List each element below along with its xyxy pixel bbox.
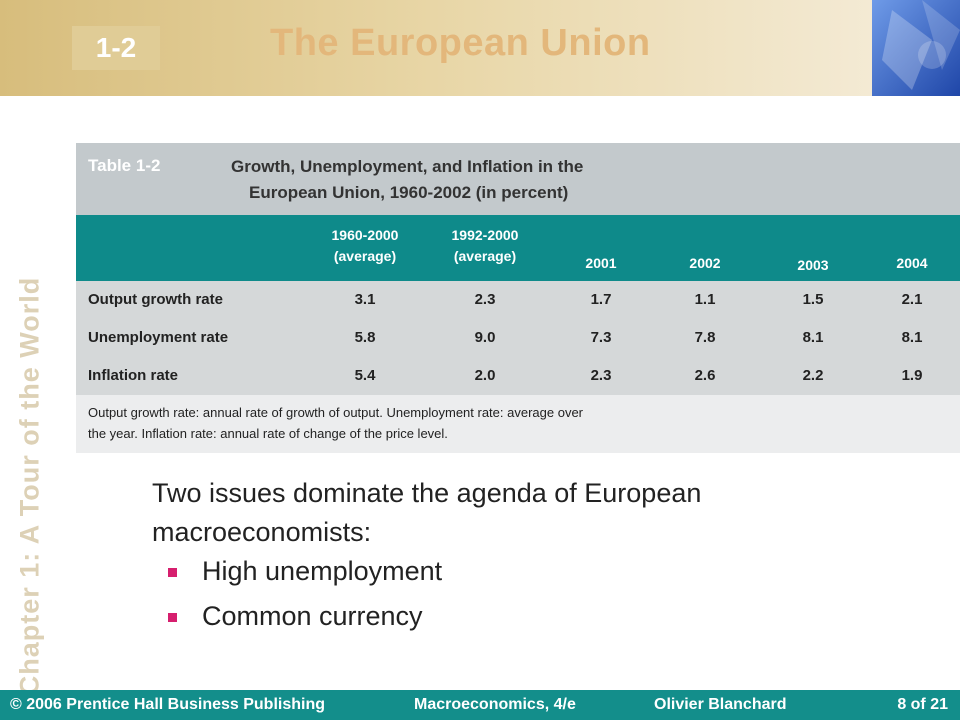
table-label: Table 1-2 [88, 156, 161, 175]
data-table: Table 1-2 Growth, Unemployment, and Infl… [76, 143, 960, 453]
table-cell: 2.2 [802, 367, 824, 384]
table-cell: 1.5 [802, 291, 824, 308]
table-cell: 1.7 [590, 291, 612, 308]
column-header-line1: 1992-2000 [451, 227, 519, 243]
table-cell: 7.3 [590, 329, 612, 346]
table-row: Unemployment rate 5.8 9.0 7.3 7.8 8.1 8.… [76, 319, 960, 357]
row-label: Inflation rate [88, 367, 179, 384]
table-body: Output growth rate 3.1 2.3 1.7 1.1 1.5 2… [76, 281, 960, 395]
bullet-text: Common currency [202, 601, 423, 631]
column-header: 1992-2000 (average) [430, 225, 540, 267]
table-cell: 1.9 [901, 367, 923, 384]
table-note-line2: the year. Inflation rate: annual rate of… [88, 426, 448, 441]
bullet-square-icon [168, 568, 177, 577]
table-row: Output growth rate 3.1 2.3 1.7 1.1 1.5 2… [76, 281, 960, 319]
table-cell: 2.1 [901, 291, 923, 308]
table-cell: 2.3 [590, 367, 612, 384]
section-badge: 1-2 [72, 26, 160, 70]
column-header: 2002 [689, 255, 721, 271]
corner-graphic [872, 0, 960, 96]
table-title-line1: Growth, Unemployment, and Inflation in t… [231, 157, 584, 176]
table-cell: 8.1 [802, 329, 824, 346]
bullet-text: High unemployment [202, 556, 443, 586]
table-title-line2: European Union, 1960-2002 (in percent) [249, 183, 569, 202]
table-cell: 2.3 [474, 291, 496, 308]
table-row: Inflation rate 5.4 2.0 2.3 2.6 2.2 1.9 [76, 357, 960, 395]
page-number: 8 of 21 [897, 696, 948, 713]
chapter-label: Chapter 1: A Tour of the World [14, 276, 45, 696]
table-cell: 2.6 [694, 367, 716, 384]
table-cell: 9.0 [474, 329, 496, 346]
column-header-line1: 1960-2000 [331, 227, 399, 243]
column-headers: 1960-2000 (average) 1992-2000 (average) … [76, 215, 960, 281]
table-title: Growth, Unemployment, and Inflation in t… [231, 154, 831, 206]
slide-title: The European Union [270, 22, 651, 64]
slide-header: 1-2 The European Union [0, 0, 960, 96]
table-note-text: Output growth rate: annual rate of growt… [88, 402, 848, 444]
footer-author: Olivier Blanchard [654, 696, 787, 713]
table-cell: 2.0 [474, 367, 496, 384]
footer-publisher: © 2006 Prentice Hall Business Publishing [10, 696, 326, 713]
column-header: 2001 [585, 255, 617, 271]
footer-book: Macroeconomics, 4/e [414, 696, 576, 713]
table-cell: 7.8 [694, 329, 716, 346]
intro-text: Two issues dominate the agenda of Europe… [152, 478, 702, 547]
row-label: Unemployment rate [88, 329, 229, 346]
column-header: 1960-2000 (average) [310, 225, 420, 267]
table-note-line1: Output growth rate: annual rate of growt… [88, 405, 584, 420]
table-cell: 8.1 [901, 329, 923, 346]
table-cell: 5.8 [354, 329, 376, 346]
slide-footer: © 2006 Prentice Hall Business Publishing… [0, 690, 960, 720]
column-header: 2004 [896, 255, 928, 271]
column-header: 2003 [797, 257, 829, 273]
bullet-square-icon [168, 613, 177, 622]
column-header-line2: (average) [453, 248, 517, 264]
column-header-line2: (average) [333, 248, 397, 264]
table-header: Table 1-2 Growth, Unemployment, and Infl… [76, 143, 960, 215]
table-note: Output growth rate: annual rate of growt… [76, 395, 960, 453]
row-label: Output growth rate [88, 291, 223, 308]
table-cell: 1.1 [694, 291, 716, 308]
table-cell: 3.1 [354, 291, 376, 308]
chapter-sidebar: Chapter 1: A Tour of the World [0, 96, 60, 695]
table-cell: 5.4 [354, 367, 376, 384]
